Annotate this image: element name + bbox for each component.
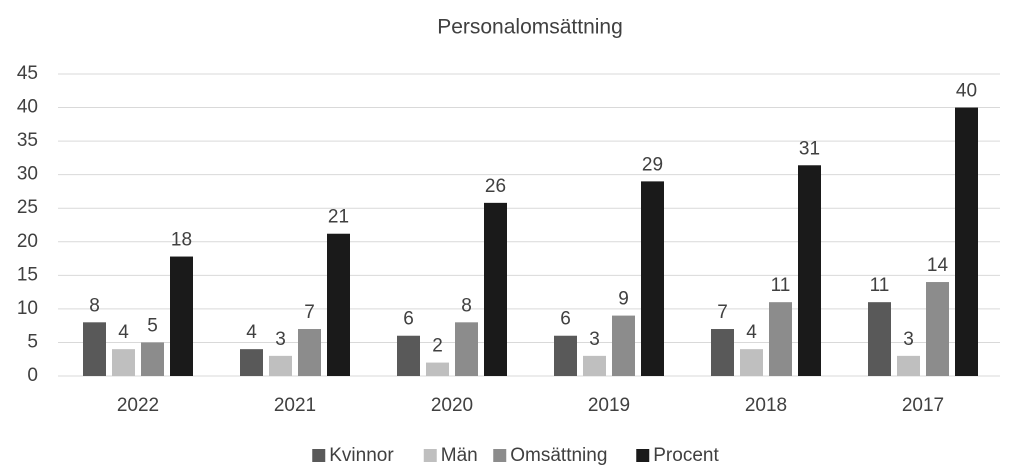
bar xyxy=(83,322,106,376)
x-tick-label: 2020 xyxy=(431,395,473,416)
data-label: 4 xyxy=(746,322,757,343)
x-tick-label: 2021 xyxy=(274,395,316,416)
x-tick-label: 2017 xyxy=(902,395,944,416)
bar xyxy=(141,342,164,376)
chart-title: Personalomsättning xyxy=(437,16,623,39)
legend-label: Omsättning xyxy=(510,445,607,466)
bar xyxy=(798,165,821,376)
x-tick-label: 2019 xyxy=(588,395,630,416)
data-label: 31 xyxy=(799,138,820,159)
bar xyxy=(112,349,135,376)
data-label: 29 xyxy=(642,154,663,175)
bar xyxy=(641,181,664,376)
data-label: 7 xyxy=(304,302,315,323)
data-label: 2 xyxy=(432,336,443,357)
y-tick-label: 10 xyxy=(17,298,38,319)
data-label: 6 xyxy=(560,309,571,330)
y-tick-label: 30 xyxy=(17,164,38,185)
bar xyxy=(554,335,577,376)
y-tick-label: 5 xyxy=(27,331,38,352)
data-label: 18 xyxy=(171,230,192,251)
legend-label: Kvinnor xyxy=(329,445,394,466)
bar xyxy=(868,302,891,376)
bar xyxy=(298,329,321,376)
data-label: 4 xyxy=(118,322,129,343)
legend-swatch xyxy=(636,449,650,462)
bar xyxy=(397,335,420,376)
x-tick-label: 2022 xyxy=(117,395,159,416)
data-label: 11 xyxy=(870,275,890,296)
data-label: 7 xyxy=(717,302,728,323)
y-tick-label: 15 xyxy=(17,264,38,285)
data-label: 9 xyxy=(618,289,629,310)
bar xyxy=(170,256,193,376)
data-label: 8 xyxy=(89,295,100,316)
data-label: 6 xyxy=(403,309,414,330)
data-label: 26 xyxy=(485,176,506,197)
bar xyxy=(955,107,978,377)
y-tick-label: 20 xyxy=(17,231,38,252)
data-label: 21 xyxy=(328,207,349,228)
data-label: 5 xyxy=(147,315,158,336)
legend-swatch xyxy=(423,449,437,462)
bar xyxy=(926,282,949,376)
legend-label: Män xyxy=(441,445,478,466)
data-label: 11 xyxy=(771,275,791,296)
bar xyxy=(740,349,763,376)
y-tick-label: 0 xyxy=(27,365,38,386)
bar xyxy=(240,349,263,376)
x-tick-label: 2018 xyxy=(745,395,787,416)
legend-swatch xyxy=(312,449,326,462)
data-label: 3 xyxy=(903,329,914,350)
y-tick-label: 25 xyxy=(17,197,38,218)
bar xyxy=(269,355,292,376)
data-label: 4 xyxy=(246,322,257,343)
bar xyxy=(897,355,920,376)
data-label: 3 xyxy=(589,329,600,350)
y-tick-label: 40 xyxy=(17,97,38,118)
data-label: 8 xyxy=(461,295,472,316)
bar xyxy=(455,322,478,376)
bar xyxy=(327,233,350,376)
data-label: 3 xyxy=(275,329,286,350)
y-tick-label: 45 xyxy=(17,63,38,84)
data-label: 14 xyxy=(927,255,949,276)
data-label: 40 xyxy=(956,81,977,102)
bar xyxy=(583,355,606,376)
bar xyxy=(612,315,635,376)
bar xyxy=(769,302,792,376)
bar xyxy=(484,202,507,376)
bar xyxy=(426,362,449,376)
y-tick-label: 35 xyxy=(17,130,38,151)
legend-label: Procent xyxy=(653,445,719,466)
legend-swatch xyxy=(493,449,507,462)
bar xyxy=(711,329,734,376)
